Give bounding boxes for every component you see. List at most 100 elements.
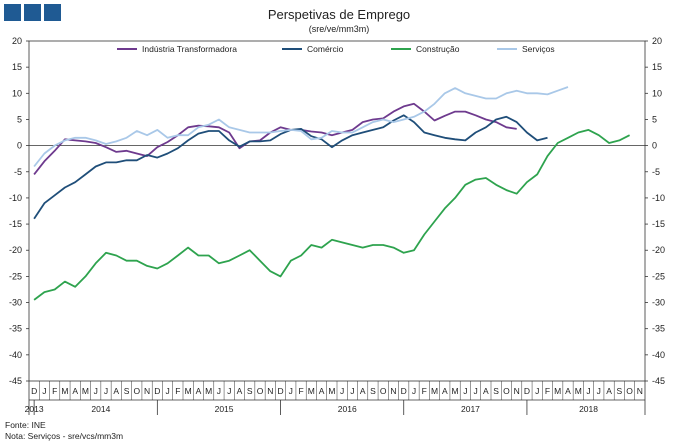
y-tick-label-right: 10: [652, 88, 662, 98]
legend-label-industria-transformadora: Indústria Transformadora: [142, 44, 237, 54]
y-tick-label-left: -5: [14, 167, 22, 177]
series-line-industria-transformadora: [33, 102, 517, 175]
month-label: A: [113, 386, 119, 396]
y-tick-label-left: -20: [9, 245, 22, 255]
month-label: D: [524, 386, 530, 396]
y-tick-label-right: -45: [652, 376, 665, 386]
y-tick-label-right: 5: [652, 114, 657, 124]
y-tick-label-left: -10: [9, 193, 22, 203]
year-label: 2018: [579, 404, 598, 414]
month-label: J: [597, 386, 601, 396]
month-label: S: [493, 386, 499, 396]
month-label: A: [237, 386, 243, 396]
month-label: M: [431, 386, 438, 396]
month-label: J: [535, 386, 539, 396]
y-tick-label-left: -25: [9, 271, 22, 281]
month-label: J: [586, 386, 590, 396]
month-label: A: [319, 386, 325, 396]
month-label: J: [165, 386, 169, 396]
month-label: A: [483, 386, 489, 396]
series-layer: [33, 86, 631, 301]
month-label: J: [94, 386, 98, 396]
month-label: J: [227, 386, 231, 396]
y-tick-label-left: -45: [9, 376, 22, 386]
legend-label-servicos: Serviços: [522, 44, 555, 54]
year-label: 2016: [338, 404, 357, 414]
series-line-construcao: [33, 128, 631, 301]
chart-title: Perspetivas de Emprego: [268, 7, 410, 22]
month-label: S: [370, 386, 376, 396]
legend-label-construcao: Construção: [416, 44, 460, 54]
logo-block-3: [44, 4, 61, 21]
footer-note: Nota: Serviços - sre/vcs/mm3m: [5, 431, 124, 441]
y-tick-label-left: 20: [12, 36, 22, 46]
y-tick-label-right: -40: [652, 350, 665, 360]
series-line-comercio: [33, 114, 548, 220]
month-label: J: [289, 386, 293, 396]
month-label: M: [575, 386, 582, 396]
month-label: A: [606, 386, 612, 396]
month-label: O: [257, 386, 264, 396]
month-label: S: [616, 386, 622, 396]
y-tick-label-left: -30: [9, 298, 22, 308]
y-tick-label-right: -30: [652, 298, 665, 308]
month-label: M: [82, 386, 89, 396]
year-label: 2017: [461, 404, 480, 414]
month-label: O: [380, 386, 387, 396]
legend: Indústria Transformadora Comércio Construç…: [117, 44, 555, 54]
month-label: M: [452, 386, 459, 396]
y-tick-label-right: -20: [652, 245, 665, 255]
month-label: J: [217, 386, 221, 396]
month-label: S: [247, 386, 253, 396]
month-label: D: [31, 386, 37, 396]
month-label: J: [463, 386, 467, 396]
y-tick-label-right: 0: [652, 141, 657, 151]
year-label: 2015: [215, 404, 234, 414]
y-tick-label-right: 20: [652, 36, 662, 46]
y-tick-label-left: -40: [9, 350, 22, 360]
y-tick-label-right: -25: [652, 271, 665, 281]
month-label: A: [360, 386, 366, 396]
month-label: N: [390, 386, 396, 396]
month-label: N: [144, 386, 150, 396]
month-label: M: [308, 386, 315, 396]
logo-block-2: [24, 4, 41, 21]
y-tick-label-left: -15: [9, 219, 22, 229]
chart-subtitle: (sre/ve/mm3m): [309, 24, 370, 34]
month-label: F: [422, 386, 427, 396]
y-tick-label-right: 15: [652, 62, 662, 72]
y-tick-label-left: 15: [12, 62, 22, 72]
month-label: A: [442, 386, 448, 396]
month-label: M: [328, 386, 335, 396]
month-label: F: [52, 386, 57, 396]
month-label: J: [412, 386, 416, 396]
month-label: O: [133, 386, 140, 396]
month-label: A: [565, 386, 571, 396]
logo-block-1: [4, 4, 21, 21]
year-label: 2014: [91, 404, 110, 414]
y-tick-label-right: -35: [652, 324, 665, 334]
month-label: J: [340, 386, 344, 396]
month-label: M: [554, 386, 561, 396]
y-tick-label-left: -35: [9, 324, 22, 334]
month-label: O: [503, 386, 510, 396]
legend-label-comercio: Comércio: [307, 44, 344, 54]
month-label: N: [514, 386, 520, 396]
month-label: M: [185, 386, 192, 396]
month-label: J: [473, 386, 477, 396]
month-label: A: [196, 386, 202, 396]
y-tick-label-right: -10: [652, 193, 665, 203]
month-label: O: [626, 386, 633, 396]
month-label: F: [175, 386, 180, 396]
month-label: A: [72, 386, 78, 396]
year-label: 2013: [25, 404, 44, 414]
month-label: J: [104, 386, 108, 396]
month-label: F: [298, 386, 303, 396]
y-tick-label-left: 5: [17, 114, 22, 124]
month-label: M: [61, 386, 68, 396]
y-tick-label-left: 0: [17, 141, 22, 151]
month-label: J: [350, 386, 354, 396]
footer-source: Fonte: INE: [5, 420, 46, 430]
y-tick-label-left: 10: [12, 88, 22, 98]
month-label: D: [277, 386, 283, 396]
